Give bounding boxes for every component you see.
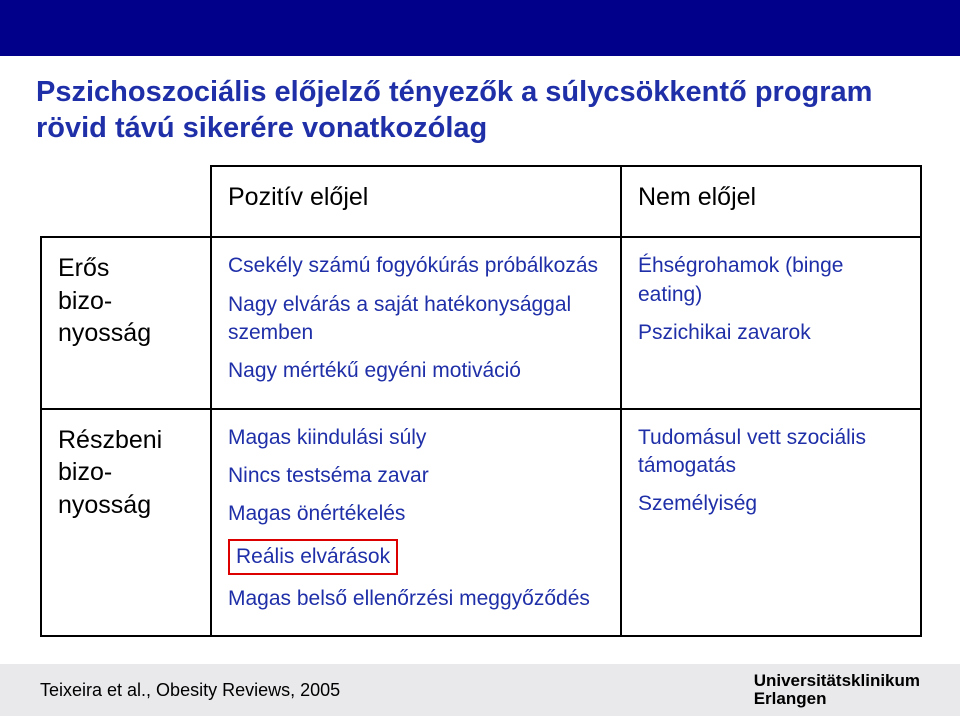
cell-partial-positive: Magas kiindulási súly Nincs testséma zav… xyxy=(211,409,621,637)
col-header-positive: Pozitív előjel xyxy=(211,166,621,238)
table-header-row: Pozitív előjel Nem előjel xyxy=(41,166,921,238)
cell-partial-negative: Tudomásul vett szociális támogatás Szemé… xyxy=(621,409,921,637)
slide-title: Pszichoszociális előjelző tényezők a súl… xyxy=(36,74,924,147)
cell-strong-negative: Éhségrohamok (binge eating) Pszichikai z… xyxy=(621,237,921,408)
row-label-line: nyosság xyxy=(58,489,194,522)
list-item: Éhségrohamok (binge eating) xyxy=(638,252,904,309)
list-item-boxed: Reális elvárások xyxy=(228,539,604,575)
list-item: Csekély számú fogyókúrás próbálkozás xyxy=(228,252,604,280)
list-item: Magas önértékelés xyxy=(228,500,604,528)
row-label-strong: Erős bizo- nyosság xyxy=(41,237,211,408)
institution-block: Universitätsklinikum Erlangen xyxy=(754,672,920,708)
list-item: Nagy elvárás a saját hatékonysággal szem… xyxy=(228,291,604,348)
slide: Pszichoszociális előjelző tényezők a súl… xyxy=(0,0,960,716)
institution-line2: Erlangen xyxy=(754,690,920,708)
list-item: Magas kiindulási súly xyxy=(228,424,604,452)
row-label-line: Erős xyxy=(58,252,194,285)
col-header-negative: Nem előjel xyxy=(621,166,921,238)
cell-strong-positive: Csekély számú fogyókúrás próbálkozás Nag… xyxy=(211,237,621,408)
list-item: Nincs testséma zavar xyxy=(228,462,604,490)
list-item: Nagy mértékű egyéni motiváció xyxy=(228,357,604,385)
row-label-line: nyosság xyxy=(58,317,194,350)
predictors-table: Pozitív előjel Nem előjel Erős bizo- nyo… xyxy=(40,165,922,638)
footer-bar: Teixeira et al., Obesity Reviews, 2005 U… xyxy=(0,664,960,716)
citation-text: Teixeira et al., Obesity Reviews, 2005 xyxy=(40,680,340,701)
title-wrap: Pszichoszociális előjelző tényezők a súl… xyxy=(0,56,960,161)
list-item: Tudomásul vett szociális támogatás xyxy=(638,424,904,481)
row-label-partial: Részbeni bizo- nyosság xyxy=(41,409,211,637)
table-row: Részbeni bizo- nyosság Magas kiindulási … xyxy=(41,409,921,637)
row-label-line: bizo- xyxy=(58,456,194,489)
list-item: Személyiség xyxy=(638,490,904,518)
row-label-line: Részbeni xyxy=(58,424,194,457)
row-label-line: bizo- xyxy=(58,285,194,318)
list-item: Magas belső ellenőrzési meggyőződés xyxy=(228,585,604,613)
top-bar xyxy=(0,0,960,56)
institution-line1: Universitätsklinikum xyxy=(754,672,920,690)
list-item: Pszichikai zavarok xyxy=(638,319,904,347)
highlighted-item: Reális elvárások xyxy=(228,539,398,575)
table-row: Erős bizo- nyosság Csekély számú fogyókú… xyxy=(41,237,921,408)
content-area: Pozitív előjel Nem előjel Erős bizo- nyo… xyxy=(0,161,960,638)
blank-corner xyxy=(41,166,211,238)
